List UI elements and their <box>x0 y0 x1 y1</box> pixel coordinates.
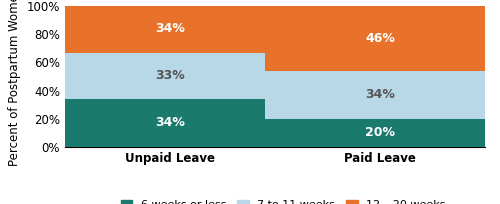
Text: 20%: 20% <box>365 126 395 139</box>
Bar <box>54 53 286 99</box>
Text: 34%: 34% <box>155 116 185 130</box>
Text: 33%: 33% <box>155 69 185 82</box>
Text: 46%: 46% <box>365 32 395 45</box>
Bar <box>264 119 496 147</box>
Text: 34%: 34% <box>365 88 395 101</box>
Legend: 6 weeks or less, 7 to 11 weeks, 12 – 20 weeks: 6 weeks or less, 7 to 11 weeks, 12 – 20 … <box>116 195 450 204</box>
Y-axis label: Percent of Postpartum Women: Percent of Postpartum Women <box>8 0 21 166</box>
Text: 34%: 34% <box>155 22 185 35</box>
Bar <box>54 99 286 147</box>
Bar <box>264 6 496 71</box>
Bar <box>264 71 496 119</box>
Bar <box>54 5 286 53</box>
